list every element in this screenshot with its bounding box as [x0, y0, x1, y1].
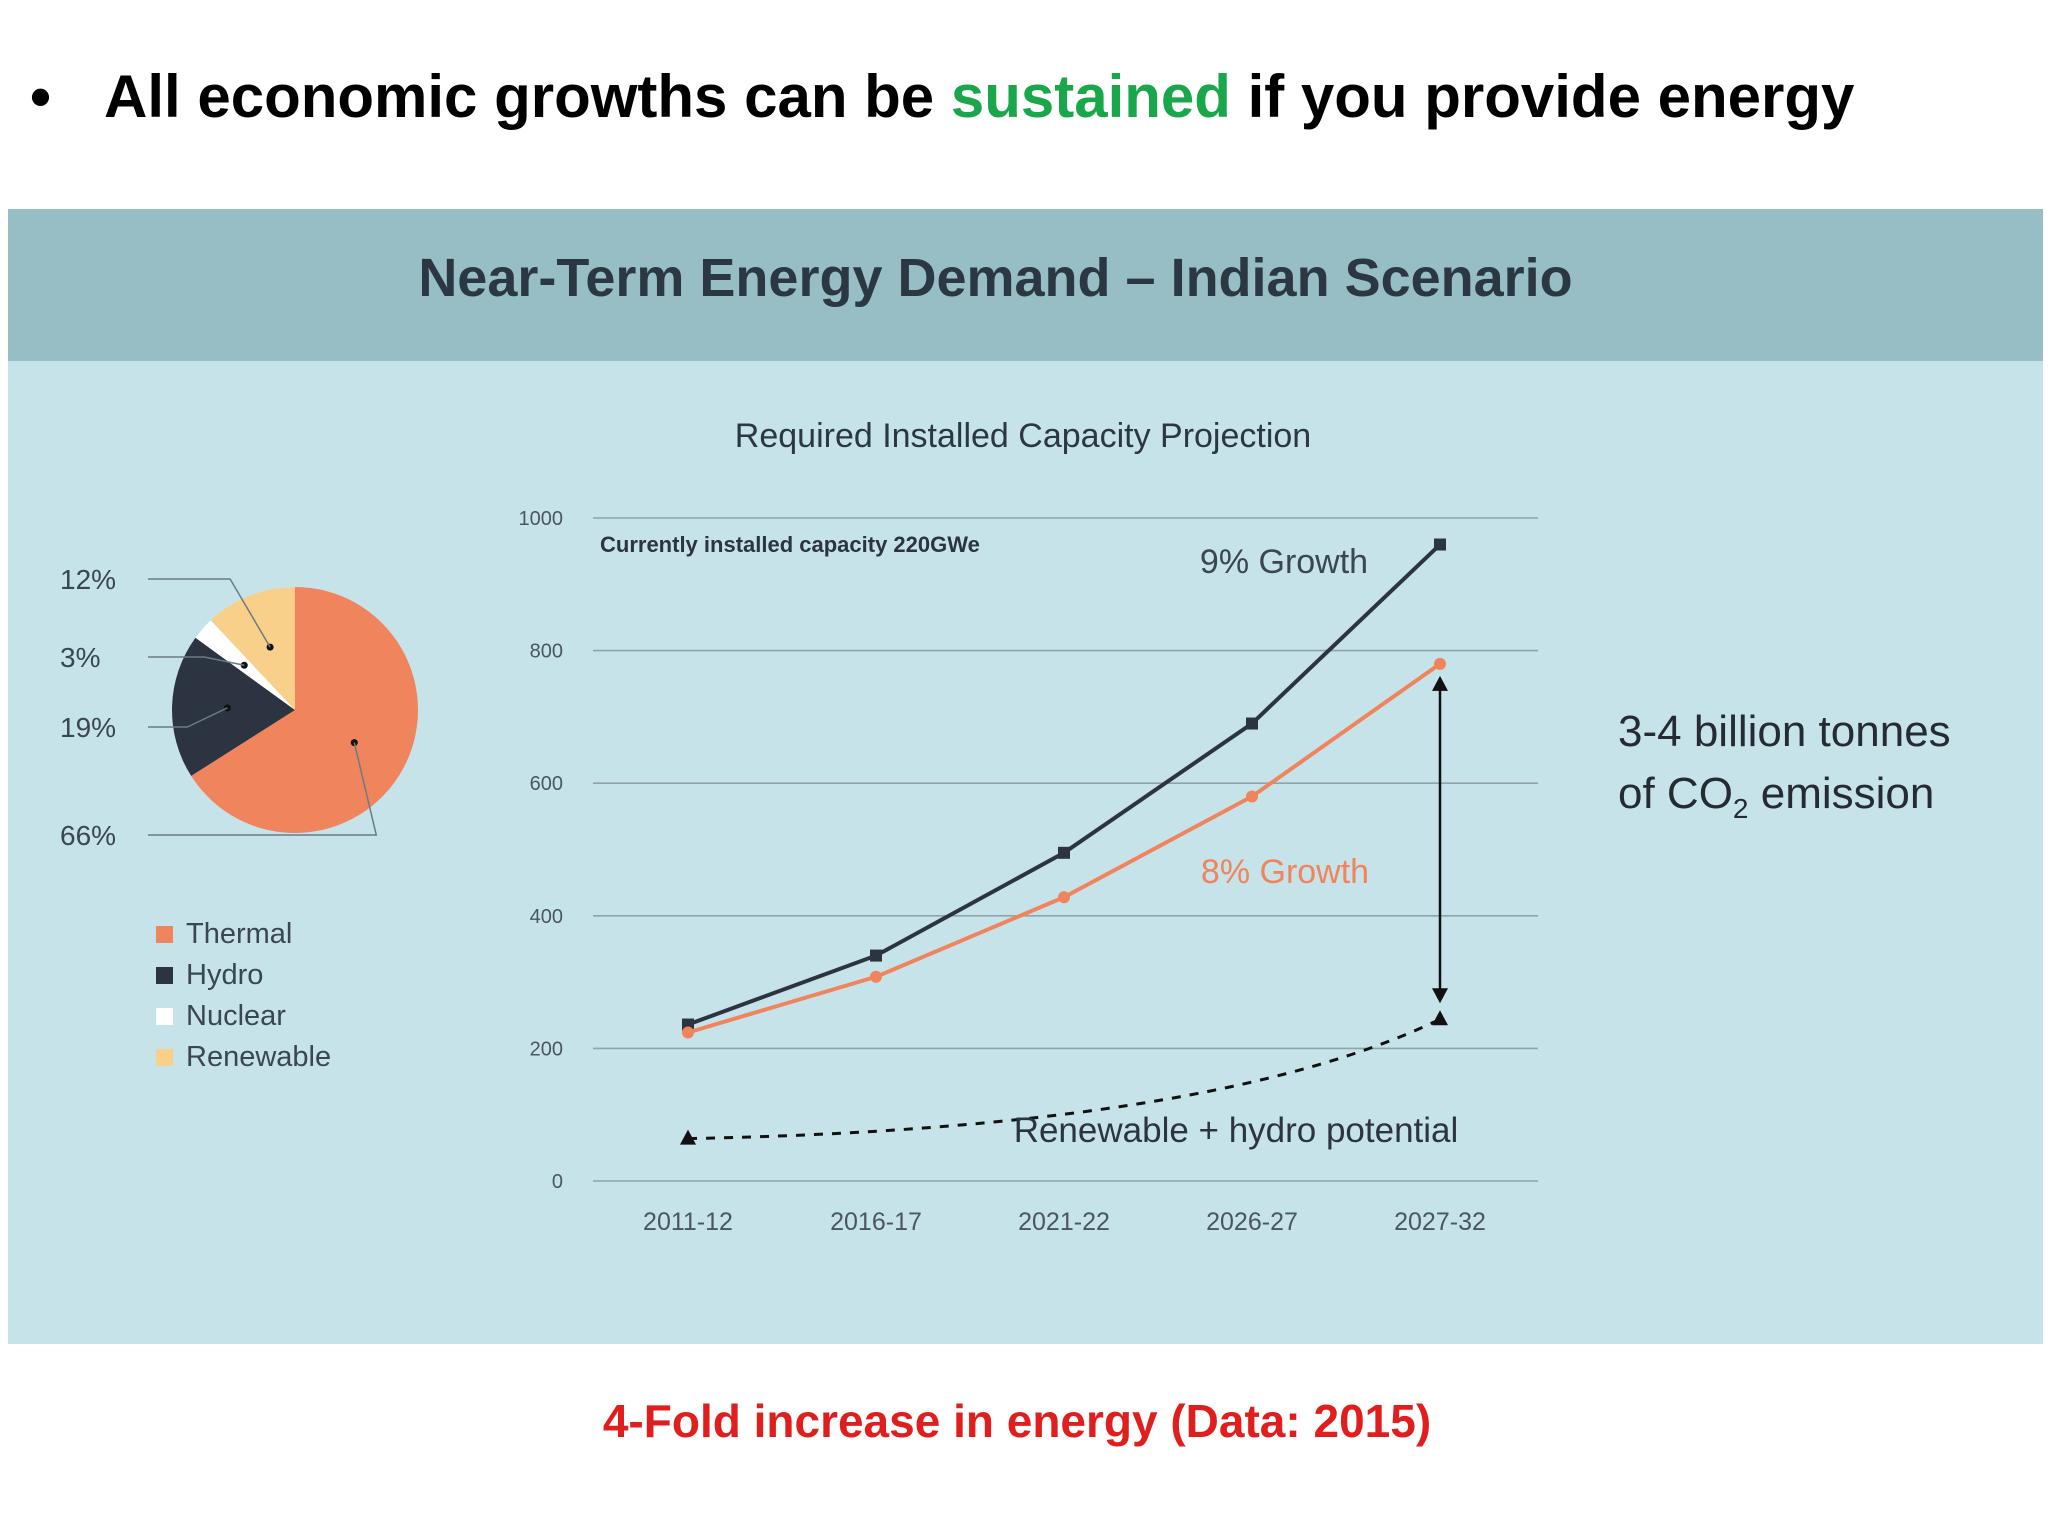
legend-label-renewable: Renewable	[186, 1041, 331, 1073]
series-point-growth-9	[1246, 717, 1258, 730]
y-tick-label-800: 800	[530, 641, 563, 663]
series-line-growth-9	[687, 543, 1442, 1027]
y-tick-label-0: 0	[552, 1171, 563, 1193]
pie-percent-label-thermal: 66%	[60, 820, 116, 851]
series-point-growth-9	[1434, 538, 1446, 551]
y-tick-label-200: 200	[530, 1038, 563, 1060]
series-point-growth-8	[1246, 790, 1258, 803]
figure-title: Near-Term Energy Demand – Indian Scenari…	[418, 248, 1573, 308]
co2-line-2: of CO2 emission	[1618, 763, 1951, 840]
x-tick-label-2026-27: 2026-27	[1206, 1208, 1298, 1236]
series-point-growth-9	[870, 949, 882, 962]
legend-swatch-renewable	[156, 1049, 173, 1066]
y-tick-label-600: 600	[530, 773, 563, 795]
slide-caption: 4-Fold increase in energy (Data: 2015)	[602, 1395, 1432, 1447]
figure-banner: Near-Term Energy Demand – Indian Scenari…	[8, 209, 2043, 361]
series-point-growth-8	[870, 970, 882, 983]
co2-subscript: 2	[1732, 792, 1749, 824]
legend-swatch-nuclear	[156, 1008, 173, 1025]
energy-demand-figure: Near-Term Energy Demand – Indian Scenari…	[8, 209, 2043, 1344]
legend-swatch-thermal	[156, 926, 173, 943]
gap-arrow-head-bottom	[1432, 988, 1448, 1004]
slide-bullet: • All economic growths can be sustained i…	[30, 62, 1854, 131]
pie-leader-line-hydro	[148, 707, 228, 728]
series-point-renewable-hydro	[680, 1129, 696, 1145]
legend-label-hydro: Hydro	[186, 959, 263, 991]
series-label-growth-9: 9% Growth	[1200, 543, 1368, 581]
x-tick-label-2021-22: 2021-22	[1018, 1208, 1110, 1236]
gap-arrow-head-top	[1432, 675, 1448, 691]
co2-line-1: 3-4 billion tonnes	[1618, 707, 1951, 756]
series-point-growth-8	[1434, 657, 1446, 670]
co2-suffix: emission	[1748, 769, 1935, 818]
pie-leader-line-renewable	[148, 578, 271, 648]
pie-leader-line-thermal	[148, 742, 378, 836]
charts-svg: 66% 19% 3% 12% Thermal Hydro Nuclear Renewable R…	[60, 417, 1538, 1236]
bullet-text-end: if you provide energy	[1230, 63, 1855, 130]
bullet-dot: •	[30, 63, 52, 130]
series-point-growth-8	[682, 1026, 694, 1039]
pie-slice-hydro	[172, 637, 295, 776]
pie-percent-label-nuclear: 3%	[60, 642, 100, 673]
series-line-renewable-hydro	[687, 1017, 1441, 1141]
x-tick-label-2027-32: 2027-32	[1394, 1208, 1486, 1236]
pie-slice-renewable	[210, 587, 295, 710]
pie-percent-label-renewable: 12%	[60, 564, 116, 595]
bullet-highlight-word: sustained	[950, 63, 1231, 130]
x-tick-label-2016-17: 2016-17	[830, 1208, 922, 1236]
legend-label-thermal: Thermal	[186, 918, 292, 950]
x-tick-label-2011-12: 2011-12	[643, 1208, 733, 1236]
series-point-growth-8	[1058, 891, 1070, 904]
line-chart-title: Required Installed Capacity Projection	[735, 417, 1311, 455]
pie-percent-label-hydro: 19%	[60, 712, 116, 743]
co2-emission-note: 3-4 billion tonnes of CO2 emission	[1618, 701, 1951, 840]
bullet-text-start: All economic growths can be	[104, 63, 951, 130]
legend-label-nuclear: Nuclear	[186, 1000, 286, 1032]
currently-installed-annotation: Currently installed capacity 220GWe	[600, 532, 980, 557]
series-point-renewable-hydro	[1432, 1010, 1448, 1026]
series-label-growth-8: 8% Growth	[1201, 853, 1369, 891]
y-tick-label-400: 400	[530, 906, 563, 928]
series-point-growth-9	[1058, 846, 1070, 859]
co2-prefix: of CO	[1618, 769, 1733, 818]
pie-leader-line-nuclear	[148, 656, 245, 666]
legend-swatch-hydro	[156, 967, 173, 984]
series-label-renewable-hydro: Renewable + hydro potential	[1014, 1111, 1459, 1150]
y-tick-label-1000: 1000	[519, 508, 564, 530]
